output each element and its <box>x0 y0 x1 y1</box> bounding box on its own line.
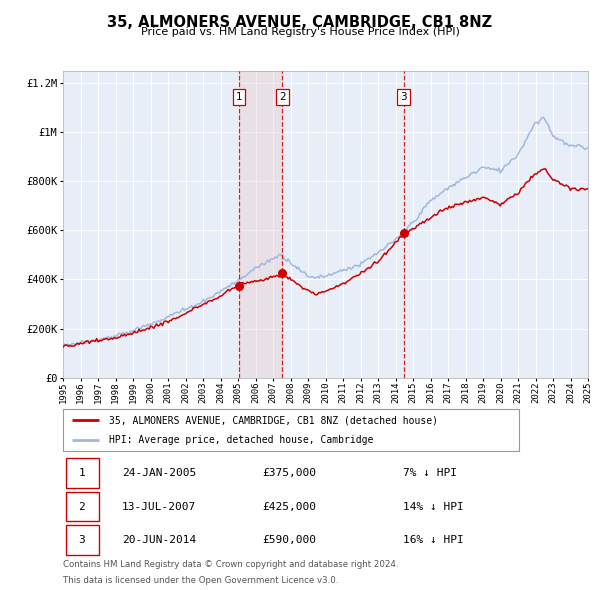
Text: Price paid vs. HM Land Registry's House Price Index (HPI): Price paid vs. HM Land Registry's House … <box>140 27 460 37</box>
Text: 14% ↓ HPI: 14% ↓ HPI <box>403 502 463 512</box>
Text: £590,000: £590,000 <box>262 535 316 545</box>
Text: This data is licensed under the Open Government Licence v3.0.: This data is licensed under the Open Gov… <box>63 576 338 585</box>
Text: 3: 3 <box>400 92 407 102</box>
Text: 35, ALMONERS AVENUE, CAMBRIDGE, CB1 8NZ (detached house): 35, ALMONERS AVENUE, CAMBRIDGE, CB1 8NZ … <box>109 415 437 425</box>
Text: 2: 2 <box>279 92 286 102</box>
Text: Contains HM Land Registry data © Crown copyright and database right 2024.: Contains HM Land Registry data © Crown c… <box>63 560 398 569</box>
Text: 3: 3 <box>78 535 85 545</box>
Text: HPI: Average price, detached house, Cambridge: HPI: Average price, detached house, Camb… <box>109 435 373 445</box>
Text: 20-JUN-2014: 20-JUN-2014 <box>122 535 196 545</box>
Text: 1: 1 <box>236 92 242 102</box>
Text: 24-JAN-2005: 24-JAN-2005 <box>122 468 196 478</box>
FancyBboxPatch shape <box>66 458 98 488</box>
FancyBboxPatch shape <box>66 491 98 522</box>
Text: 1: 1 <box>78 468 85 478</box>
FancyBboxPatch shape <box>63 409 519 451</box>
Text: 13-JUL-2007: 13-JUL-2007 <box>122 502 196 512</box>
Text: 35, ALMONERS AVENUE, CAMBRIDGE, CB1 8NZ: 35, ALMONERS AVENUE, CAMBRIDGE, CB1 8NZ <box>107 15 493 30</box>
Bar <box>239 71 283 378</box>
Text: £375,000: £375,000 <box>262 468 316 478</box>
Text: 2: 2 <box>78 502 85 512</box>
FancyBboxPatch shape <box>66 525 98 555</box>
Text: £425,000: £425,000 <box>262 502 316 512</box>
Text: 7% ↓ HPI: 7% ↓ HPI <box>403 468 457 478</box>
Text: 16% ↓ HPI: 16% ↓ HPI <box>403 535 463 545</box>
